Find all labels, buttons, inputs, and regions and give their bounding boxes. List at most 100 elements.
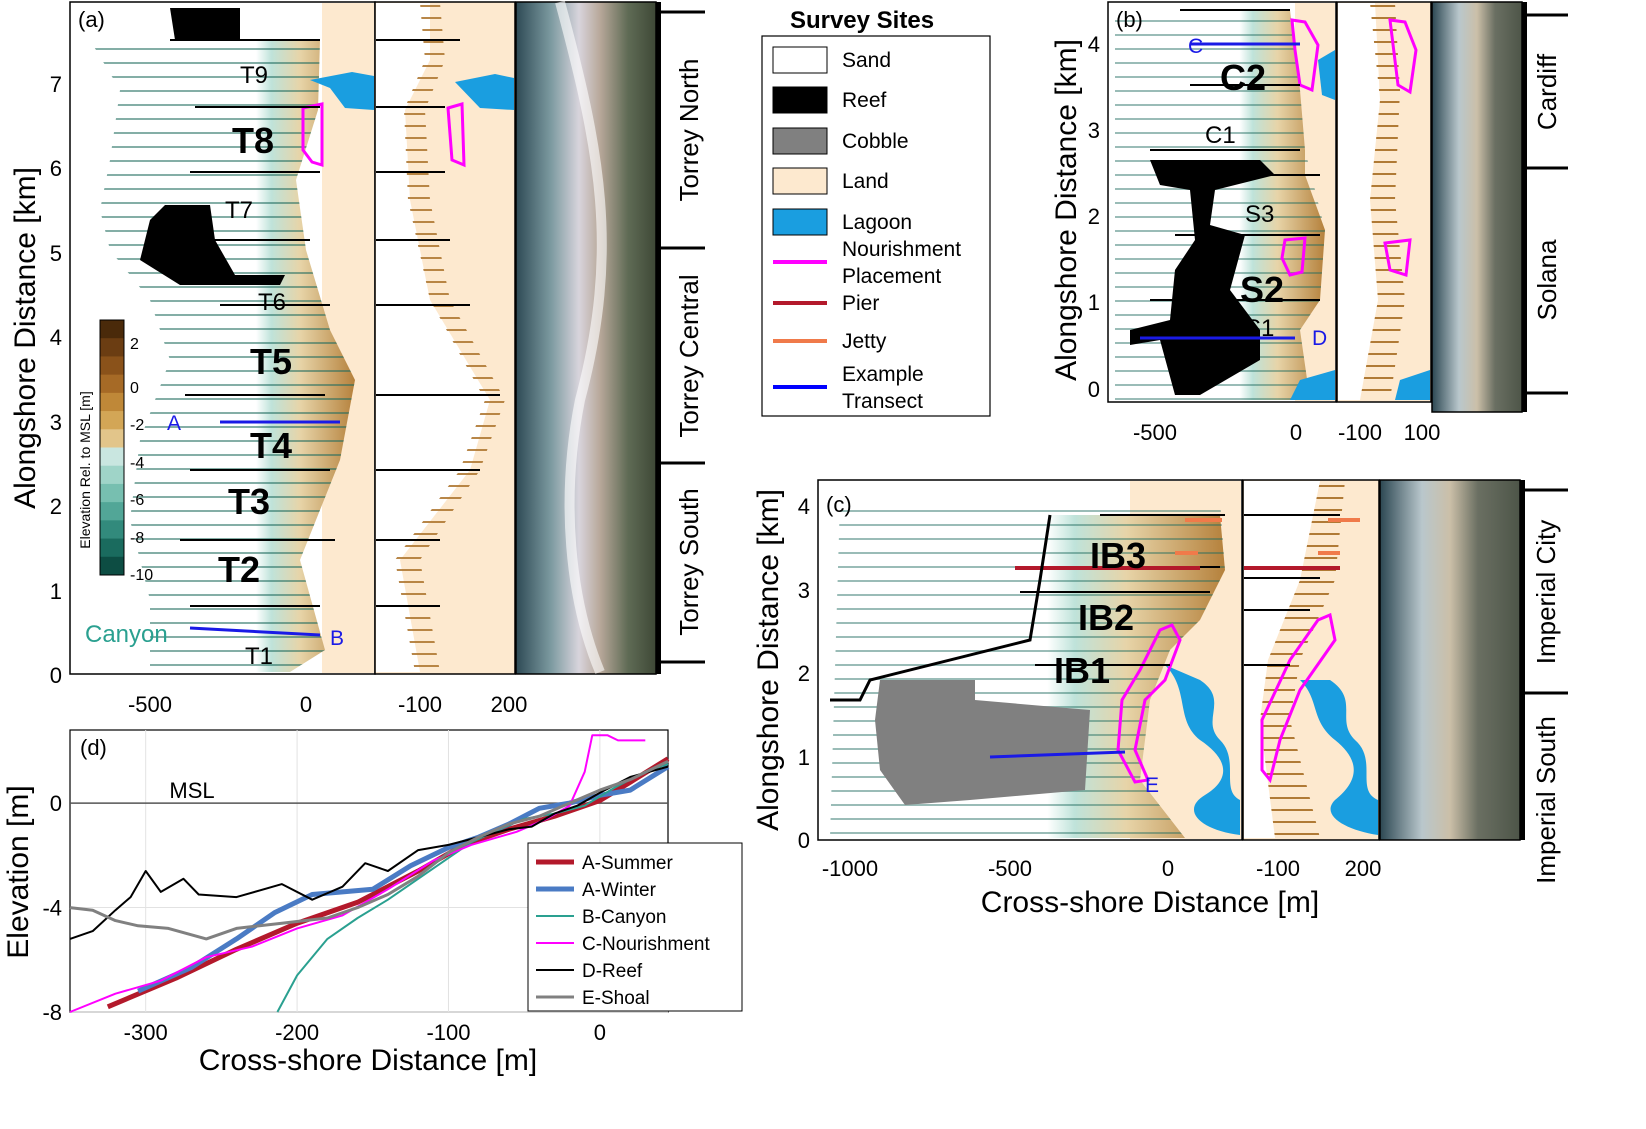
- panel-b: (b) Alongshore Distance [km] 0 1 2 3 4 -…: [1050, 1, 1568, 445]
- y-tick: 2: [1088, 204, 1100, 229]
- transect-b-label: B: [330, 627, 344, 650]
- legend-label: Land: [842, 170, 889, 193]
- site-label: C2: [1220, 57, 1266, 98]
- panel-a-transect-lines: [90, 40, 355, 672]
- x-tick: -500: [128, 692, 172, 717]
- legend-label: Reef: [842, 89, 887, 112]
- colorbar-tick: -2: [130, 417, 144, 434]
- legend-swatch: [772, 46, 828, 74]
- site-label: IB1: [1054, 650, 1110, 691]
- legend-label: Example: [842, 363, 924, 386]
- panel-c-label: (c): [826, 492, 852, 517]
- x-tick: 0: [1290, 420, 1302, 445]
- panel-b-y-title: Alongshore Distance [km]: [1050, 39, 1083, 381]
- legend-label: Jetty: [842, 330, 887, 353]
- legend-title: Survey Sites: [790, 7, 934, 34]
- region-label: Imperial South: [1531, 716, 1561, 884]
- site-label: C1: [1205, 122, 1236, 149]
- y-tick: 5: [50, 241, 62, 266]
- site-label: T9: [240, 62, 268, 89]
- colorbar-title: Elevation Rel. to MSL [m]: [77, 391, 93, 548]
- legend-label: Nourishment: [842, 238, 961, 261]
- panel-a-reef-north: [170, 8, 240, 40]
- y-tick: 3: [50, 410, 62, 435]
- legend-label: C-Nourishment: [582, 934, 710, 955]
- panel-c-cobble: [875, 680, 1090, 805]
- region-label: Torrey North: [674, 58, 704, 201]
- elevation-colorbar: [99, 319, 125, 576]
- survey-sites-legend: Survey Sites Sand Reef Cobble Land Lagoon Nou…: [761, 7, 991, 417]
- series-line-e-shoal: [69, 759, 669, 941]
- legend-swatch: [772, 208, 828, 236]
- region-label: Cardiff: [1532, 53, 1562, 130]
- colorbar-swatch: [100, 483, 124, 503]
- x-tick: 0: [300, 692, 312, 717]
- msl-annotation: MSL: [169, 778, 214, 803]
- x-tick: 200: [1345, 856, 1382, 881]
- x-tick: -100: [398, 692, 442, 717]
- canyon-label: Canyon: [85, 621, 168, 648]
- colorbar-tick: -10: [130, 567, 153, 584]
- panel-a-y-ticks: 0 1 2 3 4 5 6 7: [50, 72, 62, 688]
- transect-d-label: D: [1312, 327, 1327, 350]
- y-tick: 4: [50, 325, 62, 350]
- y-tick: 3: [1088, 118, 1100, 143]
- legend-label: B-Canyon: [582, 907, 667, 928]
- colorbar-frame: [99, 319, 125, 576]
- y-tick: 4: [798, 494, 810, 519]
- colorbar-swatch: [100, 374, 124, 394]
- site-label: T4: [250, 425, 292, 466]
- legend-label: Cobble: [842, 130, 909, 153]
- panel-d-profile-chart: -300 -200 -100 0 -8 -4 0 (d) MSL Elevation [m]…: [2, 729, 743, 1077]
- y-tick: -8: [42, 1000, 62, 1025]
- transect-e-label: E: [1145, 774, 1159, 797]
- y-tick: 2: [50, 494, 62, 519]
- region-label: Torrey Central: [674, 274, 704, 437]
- site-label: T8: [232, 120, 274, 161]
- y-tick: 1: [1088, 290, 1100, 315]
- y-tick: 2: [798, 661, 810, 686]
- transect-c-label: C: [1188, 35, 1203, 58]
- colorbar-tick: -8: [130, 530, 144, 547]
- legend-label: Pier: [842, 292, 879, 315]
- series-line-d-reef: [69, 765, 669, 940]
- site-label: IB2: [1078, 597, 1134, 638]
- site-label: T5: [250, 341, 292, 382]
- legend-label: Transect: [842, 390, 923, 413]
- panel-a-y-title: Alongshore Distance [km]: [9, 167, 42, 509]
- site-label: T1: [245, 643, 273, 670]
- x-tick: -100: [1256, 856, 1300, 881]
- colorbar-swatch: [100, 320, 124, 339]
- y-tick: 7: [50, 72, 62, 97]
- site-label: S1: [1245, 315, 1274, 342]
- panel-a-nourishment-outline: [301, 102, 324, 168]
- site-label: T6: [258, 289, 286, 316]
- panel-c: (c) Alongshore Distance [km] Cross-shore…: [752, 479, 1568, 919]
- y-tick: 4: [1088, 32, 1100, 57]
- panel-c-y-title: Alongshore Distance [km]: [752, 489, 785, 831]
- region-label: Torrey South: [674, 488, 704, 635]
- x-tick: -100: [426, 1020, 470, 1045]
- y-tick: 0: [798, 828, 810, 853]
- site-label: T7: [225, 197, 253, 224]
- y-tick: 0: [50, 791, 62, 816]
- panel-a-lagoon: [310, 72, 374, 110]
- panel-d-x-title: Cross-shore Distance [m]: [199, 1044, 537, 1077]
- y-tick: 1: [50, 579, 62, 604]
- panel-a: (a) Alongshore Distance [km] 0 1 2 3 4 5…: [9, 0, 705, 717]
- colorbar-swatch: [100, 465, 124, 485]
- series-line-c-nourishment: [69, 734, 646, 1013]
- panel-d-y-title: Elevation [m]: [2, 785, 35, 958]
- x-tick: -500: [988, 856, 1032, 881]
- panel-a-label: (a): [78, 7, 105, 32]
- legend-swatch: [772, 86, 828, 114]
- colorbar-tick: 2: [130, 336, 139, 353]
- colorbar-swatch: [100, 338, 124, 357]
- x-tick: -500: [1133, 420, 1177, 445]
- panel-b-label: (b): [1116, 7, 1143, 32]
- legend-label: A-Summer: [582, 853, 673, 874]
- region-label: Solana: [1532, 239, 1562, 320]
- panel-d-legend: [527, 842, 743, 1012]
- site-label: IB3: [1090, 535, 1146, 576]
